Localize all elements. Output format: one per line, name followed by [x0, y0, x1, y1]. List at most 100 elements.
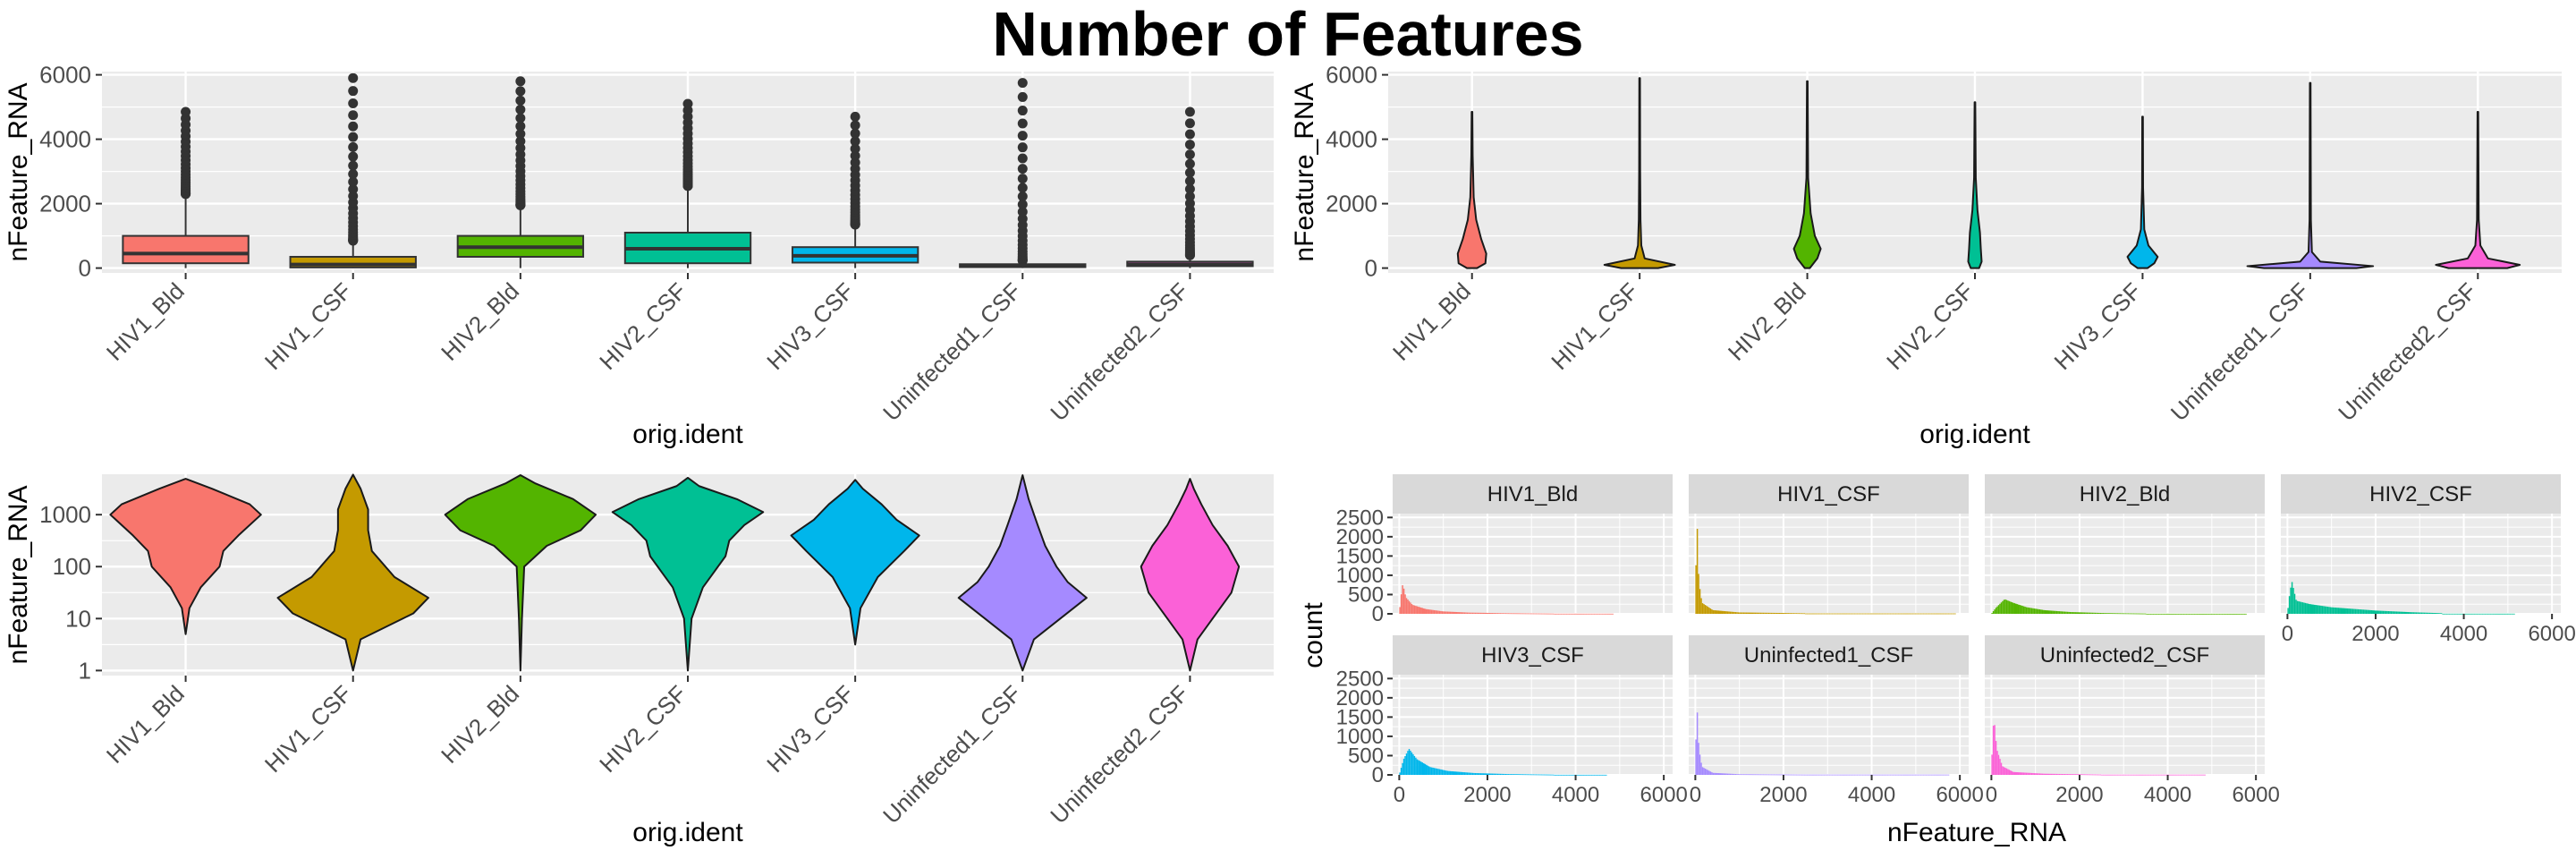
histogram-bar [2309, 604, 2312, 614]
histogram-bar [2063, 774, 2066, 775]
histogram-bar [2369, 609, 2371, 614]
histogram-bar [2129, 774, 2131, 776]
histogram-bar [2180, 613, 2182, 615]
histogram-bar [2124, 613, 2127, 615]
histogram-bar [1753, 612, 1755, 614]
histogram-bar [1532, 613, 1535, 615]
x-tick-label: 4000 [1848, 783, 1895, 807]
histogram-bar [2106, 774, 2108, 776]
histogram-bar [1429, 767, 1431, 775]
histogram-bar [1778, 613, 1781, 614]
histogram-bar [2007, 600, 2009, 614]
histogram-bar [1953, 613, 1955, 615]
histogram-bar [2467, 613, 2469, 615]
histogram-bar [1490, 613, 1492, 614]
histogram-bar [1698, 743, 1699, 775]
histogram-bar [2483, 613, 2485, 615]
histogram-bar [2419, 612, 2421, 614]
histogram-bar [2182, 613, 2185, 615]
histogram-bar [2426, 612, 2428, 614]
histogram-bar [1786, 613, 1788, 614]
histogram-bar [2368, 609, 2370, 614]
histogram-bar [1564, 613, 1566, 615]
y-tick-label: 6000 [39, 62, 91, 89]
histogram-bar [1787, 774, 1790, 776]
histogram-bar [2312, 604, 2314, 614]
histogram-bar [1494, 613, 1496, 614]
histogram-bar [1942, 613, 1945, 615]
box-outlier-point [348, 98, 359, 109]
histogram-bar [1540, 613, 1543, 615]
histogram-bar [1597, 774, 1599, 776]
histogram-bar [1707, 770, 1709, 775]
histogram-bar [2088, 612, 2089, 614]
box-outlier-point [181, 106, 191, 117]
histogram-bar [1729, 611, 1732, 614]
histogram-bar [2134, 613, 2136, 615]
histogram-bar [2356, 608, 2358, 614]
histogram-bar [2365, 609, 2368, 614]
histogram-bar [1400, 768, 1402, 775]
histogram-bar [2121, 613, 2123, 615]
histogram-bar [2021, 772, 2023, 775]
histogram-bar [1864, 613, 1867, 615]
histogram-bar [1425, 764, 1428, 775]
histogram-bar [1603, 613, 1605, 615]
histogram-bar [1906, 774, 1909, 776]
histogram-bar [1451, 770, 1453, 775]
histogram-bar [2077, 612, 2079, 614]
histogram-bar [1838, 613, 1840, 615]
box-outlier-point [1017, 191, 1028, 202]
histogram-bar [1741, 612, 1743, 614]
histogram-bar [1942, 774, 1945, 776]
histogram-bar [1440, 610, 1442, 614]
histogram-bar [1491, 613, 1494, 614]
histogram-bar [2385, 610, 2387, 614]
histogram-bar [2337, 608, 2340, 614]
histogram-bar [1899, 613, 1901, 615]
histogram-bar [2050, 773, 2053, 775]
histogram-bar [1871, 613, 1873, 615]
histogram-bar [1413, 605, 1416, 614]
histogram-bar [1853, 613, 1856, 615]
histogram-bar [2381, 610, 2383, 614]
box-outlier-point [1184, 140, 1195, 150]
histogram-bar [2076, 774, 2078, 776]
histogram-bar [1717, 610, 1720, 614]
histogram-bar [1474, 772, 1477, 775]
histogram-bar [1801, 613, 1803, 615]
histogram-bar [1789, 774, 1791, 776]
histogram-bar [2174, 774, 2177, 776]
histogram-bar [1476, 773, 1478, 775]
histogram-bar [2240, 613, 2241, 615]
histogram-bar [2346, 608, 2349, 614]
histogram-bar [1474, 612, 1477, 614]
histogram-bar [2027, 607, 2029, 614]
histogram-bar [1841, 613, 1843, 615]
histogram-bar [2155, 774, 2157, 776]
histogram-bar [2397, 611, 2399, 614]
histogram-bar [2013, 603, 2016, 614]
histogram-bar [1448, 770, 1450, 775]
histogram-bar [2288, 596, 2291, 614]
histogram-bar [1455, 611, 1458, 614]
histogram-bar [2022, 772, 2025, 775]
histogram-bar [1819, 613, 1821, 615]
histogram-bar [2170, 613, 2172, 615]
x-axis-label: orig.ident [1919, 420, 2030, 449]
histogram-bar [1777, 774, 1779, 776]
histogram-bar [1446, 770, 1449, 775]
histogram-bar [2041, 609, 2044, 614]
figure-title: Number of Features [992, 0, 1583, 69]
histogram-bar [1802, 774, 1804, 776]
histogram-bar [1930, 613, 1933, 615]
histogram-bar [2055, 610, 2058, 614]
histogram-bar [2504, 613, 2506, 615]
histogram-bar [2114, 613, 2116, 615]
histogram-bar [2007, 769, 2009, 775]
histogram-bar [2131, 613, 2133, 615]
histogram-bar [2058, 611, 2061, 614]
histogram-bar [2400, 611, 2402, 614]
histogram-bar [1946, 774, 1948, 776]
histogram-bar [2329, 607, 2332, 614]
